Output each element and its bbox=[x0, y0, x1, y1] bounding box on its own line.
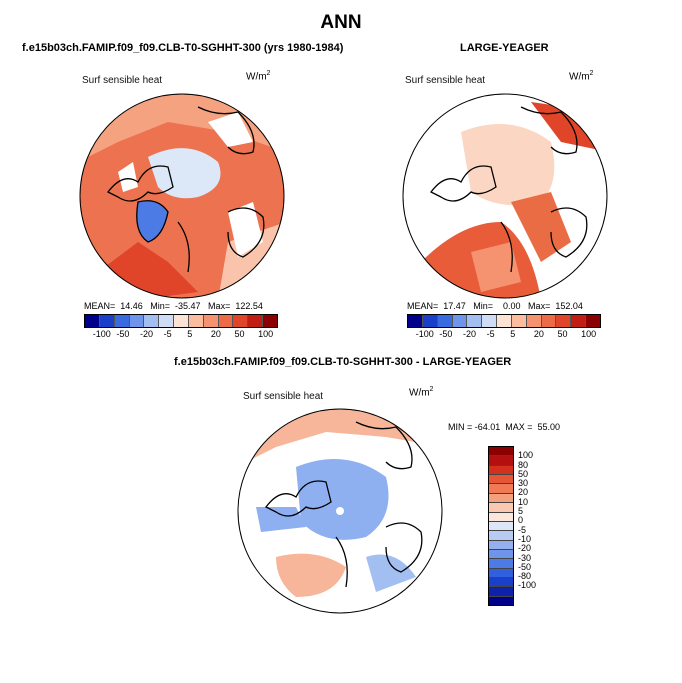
colorbar-swatch bbox=[174, 315, 189, 327]
panel2-variable-label: Surf sensible heat bbox=[405, 75, 486, 86]
colorbar-tick-label: -5 bbox=[163, 329, 172, 339]
colorbar-tick-label: -100 bbox=[92, 329, 111, 339]
colorbar-swatch bbox=[218, 315, 234, 327]
panel1-stats: MEAN= 14.46 Min= -35.47 Max= 122.54 bbox=[84, 301, 263, 311]
panel1-polar-map bbox=[78, 92, 286, 300]
colorbar-swatch bbox=[489, 484, 513, 494]
colorbar-tick-label: -5 bbox=[518, 524, 527, 535]
colorbar-swatch bbox=[489, 475, 513, 485]
colorbar-swatch bbox=[511, 315, 527, 327]
colorbar-tick-label: 10 bbox=[518, 496, 529, 507]
colorbar-tick-label: -100 bbox=[415, 329, 434, 339]
colorbar-tick-label: 50 bbox=[557, 329, 568, 339]
colorbar-tick-label: -5 bbox=[486, 329, 495, 339]
panel1-units: W/m2 bbox=[246, 70, 271, 83]
colorbar-tick-label: 20 bbox=[533, 329, 544, 339]
colorbar-swatch bbox=[437, 315, 453, 327]
colorbar-tick-label: 20 bbox=[518, 487, 529, 498]
panel2-colorbar bbox=[407, 314, 601, 328]
colorbar-tick-label: 50 bbox=[234, 329, 245, 339]
diff-polar-map bbox=[236, 407, 444, 615]
colorbar-swatch bbox=[85, 315, 100, 327]
colorbar-swatch bbox=[489, 456, 513, 466]
colorbar-tick-label: 30 bbox=[518, 478, 529, 489]
colorbar-tick-label: 0 bbox=[518, 515, 524, 526]
case2-title: LARGE-YEAGER bbox=[460, 42, 549, 54]
colorbar-swatch bbox=[489, 465, 513, 476]
colorbar-swatch bbox=[159, 315, 175, 327]
colorbar-swatch bbox=[526, 315, 542, 327]
colorbar-swatch bbox=[586, 315, 600, 327]
diff-title: f.e15b03ch.FAMIP.f09_f09.CLB-T0-SGHHT-30… bbox=[174, 356, 512, 368]
colorbar-swatch bbox=[489, 549, 513, 560]
colorbar-tick-label: 5 bbox=[510, 329, 516, 339]
colorbar-swatch bbox=[248, 315, 264, 327]
page-title: ANN bbox=[320, 12, 362, 33]
colorbar-swatch bbox=[571, 315, 587, 327]
colorbar-swatch bbox=[467, 315, 483, 327]
colorbar-swatch bbox=[556, 315, 572, 327]
colorbar-tick-label: -50 bbox=[439, 329, 453, 339]
colorbar-swatch bbox=[203, 315, 219, 327]
panel2-units: W/m2 bbox=[569, 70, 594, 83]
case1-title: f.e15b03ch.FAMIP.f09_f09.CLB-T0-SGHHT-30… bbox=[22, 42, 344, 54]
colorbar-swatch bbox=[489, 512, 513, 522]
colorbar-swatch bbox=[144, 315, 160, 327]
diff-units: W/m2 bbox=[409, 386, 434, 399]
panel1-variable-label: Surf sensible heat bbox=[82, 75, 163, 86]
colorbar-swatch bbox=[489, 503, 513, 513]
colorbar-tick-label: -100 bbox=[518, 580, 537, 591]
colorbar-tick-label: -50 bbox=[116, 329, 130, 339]
colorbar-swatch bbox=[541, 315, 557, 327]
colorbar-tick-label: -20 bbox=[463, 329, 477, 339]
panel2-stats: MEAN= 17.47 Min= 0.00 Max= 152.04 bbox=[407, 301, 583, 311]
colorbar-swatch bbox=[263, 315, 277, 327]
colorbar-swatch bbox=[489, 596, 513, 606]
colorbar-tick-label: 20 bbox=[210, 329, 221, 339]
colorbar-swatch bbox=[489, 531, 513, 541]
colorbar-swatch bbox=[452, 315, 468, 327]
colorbar-swatch bbox=[129, 315, 145, 327]
colorbar-swatch bbox=[188, 315, 204, 327]
colorbar-swatch bbox=[422, 315, 438, 327]
colorbar-tick-label: -30 bbox=[518, 552, 532, 563]
colorbar-swatch bbox=[489, 493, 513, 504]
colorbar-swatch bbox=[99, 315, 115, 327]
colorbar-tick-label: 5 bbox=[187, 329, 193, 339]
colorbar-tick-label: 100 bbox=[581, 329, 597, 339]
colorbar-tick-label: 5 bbox=[518, 506, 524, 517]
diff-colorbar bbox=[488, 446, 514, 606]
colorbar-tick-label: 80 bbox=[518, 459, 529, 470]
colorbar-tick-label: 50 bbox=[518, 468, 529, 479]
diff-stats: MIN = -64.01 MAX = 55.00 bbox=[448, 422, 561, 432]
colorbar-tick-label: -50 bbox=[518, 561, 532, 572]
colorbar-swatch bbox=[233, 315, 249, 327]
colorbar-tick-label: -20 bbox=[140, 329, 154, 339]
colorbar-swatch bbox=[482, 315, 498, 327]
panel1-colorbar bbox=[84, 314, 278, 328]
panel2-polar-map bbox=[401, 92, 609, 300]
colorbar-swatch bbox=[489, 447, 513, 457]
colorbar-tick-label: -80 bbox=[518, 571, 532, 582]
colorbar-swatch bbox=[114, 315, 130, 327]
colorbar-swatch bbox=[489, 540, 513, 550]
colorbar-swatch bbox=[408, 315, 423, 327]
colorbar-tick-label: -10 bbox=[518, 533, 532, 544]
colorbar-tick-label: 100 bbox=[258, 329, 274, 339]
colorbar-swatch bbox=[489, 521, 513, 532]
colorbar-swatch bbox=[489, 568, 513, 579]
colorbar-swatch bbox=[489, 578, 513, 588]
colorbar-tick-label: -20 bbox=[518, 543, 532, 554]
diff-colorbar-ticks: 100 80 50 30 20 10 5 0 -5 -10 -20 -30 -50 -80 -100 bbox=[518, 446, 558, 604]
diff-variable-label: Surf sensible heat bbox=[243, 391, 324, 402]
colorbar-swatch bbox=[489, 559, 513, 569]
colorbar-swatch bbox=[489, 587, 513, 597]
colorbar-swatch bbox=[497, 315, 512, 327]
colorbar-tick-label: 100 bbox=[518, 450, 534, 461]
